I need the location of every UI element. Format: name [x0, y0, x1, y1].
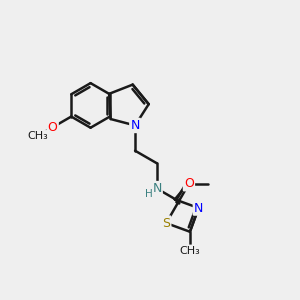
Text: S: S	[162, 217, 170, 230]
Text: N: N	[130, 119, 140, 132]
Text: O: O	[184, 177, 194, 190]
Text: N: N	[194, 202, 203, 214]
Text: H: H	[145, 189, 152, 199]
Text: O: O	[48, 121, 58, 134]
Text: CH₃: CH₃	[27, 131, 48, 141]
Text: N: N	[152, 182, 162, 195]
Text: CH₃: CH₃	[180, 246, 200, 256]
